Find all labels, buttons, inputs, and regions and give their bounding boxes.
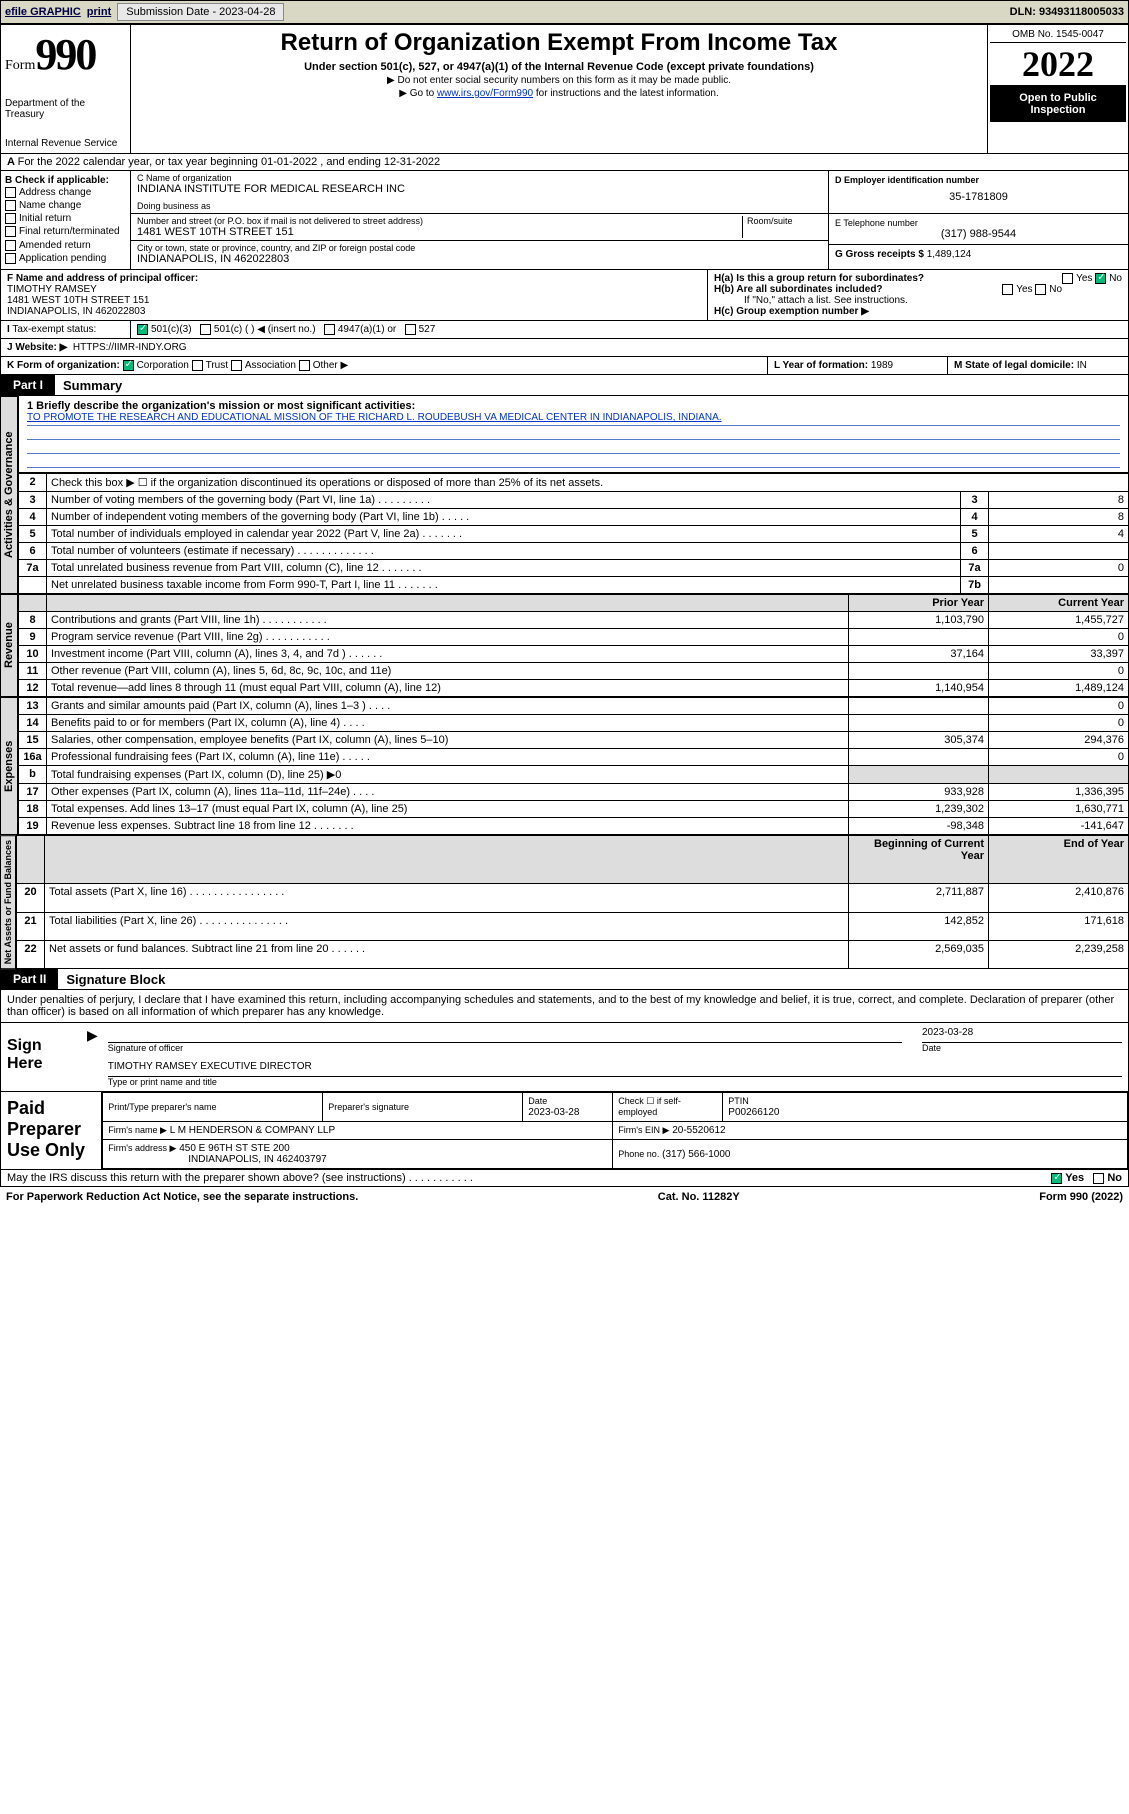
ck-assoc[interactable] [231, 360, 242, 371]
line-a: A For the 2022 calendar year, or tax yea… [0, 154, 1129, 171]
sign-here: Sign Here ▶ Signature of officer 2023-03… [0, 1023, 1129, 1092]
ck-527[interactable] [405, 324, 416, 335]
vert-netassets: Net Assets or Fund Balances [0, 835, 16, 969]
row-klm: K Form of organization: Corporation Trus… [0, 357, 1129, 375]
section-b: B Check if applicable: Address change Na… [1, 171, 131, 269]
officer-name: TIMOTHY RAMSEY [7, 284, 97, 295]
firm-ein: 20-5520612 [672, 1125, 725, 1136]
print-link[interactable]: print [87, 6, 111, 18]
officer-name-title: TIMOTHY RAMSEY EXECUTIVE DIRECTOR [108, 1061, 1122, 1077]
subtitle: Under section 501(c), 527, or 4947(a)(1)… [137, 61, 981, 73]
ck-ha-no[interactable] [1095, 273, 1106, 284]
row-i: I Tax-exempt status: 501(c)(3) 501(c) ( … [0, 321, 1129, 339]
ck-ha-yes[interactable] [1062, 273, 1073, 284]
firm-name: L M HENDERSON & COMPANY LLP [170, 1125, 335, 1136]
irs: Internal Revenue Service [5, 138, 126, 149]
ck-trust[interactable] [192, 360, 203, 371]
form-header: Form990 Department of the Treasury Inter… [0, 24, 1129, 154]
dept: Department of the Treasury [5, 98, 126, 120]
state-domicile: IN [1077, 360, 1087, 371]
exp-table: 13Grants and similar amounts paid (Part … [18, 697, 1129, 835]
title: Return of Organization Exempt From Incom… [137, 29, 981, 57]
row-fh: F Name and address of principal officer:… [0, 270, 1129, 321]
mission-text: TO PROMOTE THE RESEARCH AND EDUCATIONAL … [27, 412, 1120, 426]
arrow-icon: ▶ [87, 1027, 98, 1087]
ptin: P00266120 [728, 1107, 779, 1118]
submission-date[interactable]: Submission Date - 2023-04-28 [117, 3, 284, 21]
vert-expenses: Expenses [0, 697, 18, 835]
phone: (317) 988-9544 [835, 228, 1122, 240]
sign-date: 2023-03-28 [922, 1027, 1122, 1043]
ck-hb-no[interactable] [1035, 284, 1046, 295]
row-j: J Website: ▶ HTTPS://IIMR-INDY.ORG [0, 339, 1129, 357]
topbar: efile GRAPHIC print Submission Date - 20… [0, 0, 1129, 24]
ck-amended[interactable] [5, 240, 16, 251]
note2: ▶ Go to www.irs.gov/Form990 for instruct… [137, 88, 981, 99]
ck-4947[interactable] [324, 324, 335, 335]
mission: 1 Briefly describe the organization's mi… [18, 396, 1129, 473]
website: HTTPS://IIMR-INDY.ORG [73, 342, 187, 353]
form-990-logo: Form990 [5, 29, 126, 80]
ck-corp[interactable] [123, 360, 134, 371]
governance-block: Activities & Governance 1 Briefly descri… [0, 396, 1129, 594]
revenue-block: Revenue Prior YearCurrent Year 8Contribu… [0, 594, 1129, 697]
dln: DLN: 93493118005033 [1010, 6, 1124, 18]
ck-may-yes[interactable] [1051, 1173, 1062, 1184]
declaration: Under penalties of perjury, I declare th… [0, 990, 1129, 1023]
ck-pending[interactable] [5, 253, 16, 264]
paid-preparer: Paid Preparer Use Only Print/Type prepar… [0, 1092, 1129, 1170]
gov-table: 2Check this box ▶ ☐ if the organization … [18, 473, 1129, 594]
ck-hb-yes[interactable] [1002, 284, 1013, 295]
tax-year: 2022 [990, 43, 1126, 86]
firm-phone: (317) 566-1000 [662, 1149, 730, 1160]
org-addr: 1481 WEST 10TH STREET 151 [137, 226, 742, 238]
efile-link[interactable]: efile GRAPHIC [5, 6, 81, 18]
ck-initial[interactable] [5, 213, 16, 224]
ck-may-no[interactable] [1093, 1173, 1104, 1184]
ck-name[interactable] [5, 200, 16, 211]
ein: 35-1781809 [835, 185, 1122, 209]
gross-receipts: 1,489,124 [927, 249, 972, 260]
vert-revenue: Revenue [0, 594, 18, 697]
rev-table: Prior YearCurrent Year 8Contributions an… [18, 594, 1129, 697]
may-discuss: May the IRS discuss this return with the… [0, 1170, 1129, 1187]
note1: ▶ Do not enter social security numbers o… [137, 75, 981, 86]
ck-501c[interactable] [200, 324, 211, 335]
omb: OMB No. 1545-0047 [990, 27, 1126, 43]
firm-addr: 450 E 96TH ST STE 200 [179, 1143, 289, 1154]
part2-header: Part II Signature Block [0, 969, 1129, 990]
expenses-block: Expenses 13Grants and similar amounts pa… [0, 697, 1129, 835]
header-grid: B Check if applicable: Address change Na… [0, 171, 1129, 270]
open-public: Open to Public Inspection [990, 86, 1126, 122]
ck-other[interactable] [299, 360, 310, 371]
year-formation: 1989 [871, 360, 893, 371]
ck-address[interactable] [5, 187, 16, 198]
ck-501c3[interactable] [137, 324, 148, 335]
part1-header: Part I Summary [0, 375, 1129, 396]
org-city: INDIANAPOLIS, IN 462022803 [137, 253, 822, 265]
irs-link[interactable]: www.irs.gov/Form990 [437, 88, 533, 99]
section-c: C Name of organization INDIANA INSTITUTE… [131, 171, 828, 269]
ck-final[interactable] [5, 226, 16, 237]
org-name: INDIANA INSTITUTE FOR MEDICAL RESEARCH I… [137, 183, 822, 195]
net-table: Beginning of Current YearEnd of Year 20T… [16, 835, 1129, 969]
footer: For Paperwork Reduction Act Notice, see … [0, 1187, 1129, 1207]
vert-governance: Activities & Governance [0, 396, 18, 594]
netassets-block: Net Assets or Fund Balances Beginning of… [0, 835, 1129, 969]
